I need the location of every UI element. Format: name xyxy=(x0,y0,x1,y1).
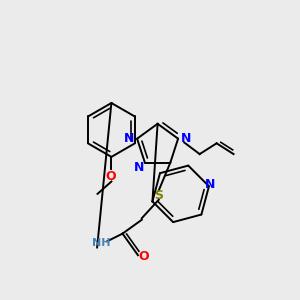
Text: O: O xyxy=(139,250,149,263)
Text: N: N xyxy=(134,161,144,174)
Text: O: O xyxy=(105,170,116,183)
Text: NH: NH xyxy=(92,238,110,248)
Text: N: N xyxy=(124,132,135,145)
Text: N: N xyxy=(181,132,191,145)
Text: S: S xyxy=(154,189,163,202)
Text: N: N xyxy=(205,178,216,191)
